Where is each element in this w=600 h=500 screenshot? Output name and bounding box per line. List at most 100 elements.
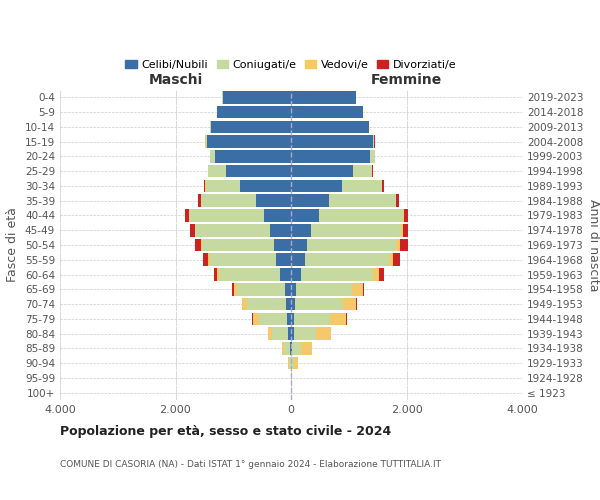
Bar — [291, 268, 301, 281]
Bar — [296, 283, 352, 296]
Bar — [403, 224, 408, 236]
Bar — [253, 312, 259, 325]
Bar — [210, 150, 215, 162]
Bar — [208, 254, 209, 266]
Bar — [404, 209, 408, 222]
Text: COMUNE DI CASORIA (NA) - Dati ISTAT 1° gennaio 2024 - Elaborazione TUTTITALIA.IT: COMUNE DI CASORIA (NA) - Dati ISTAT 1° g… — [60, 460, 441, 469]
Bar — [284, 283, 291, 296]
Bar — [301, 268, 373, 281]
Bar — [242, 298, 247, 310]
Bar — [270, 224, 291, 236]
Bar — [203, 254, 208, 266]
Bar — [284, 342, 290, 354]
Bar — [291, 136, 373, 148]
Bar — [206, 136, 291, 148]
Bar — [194, 238, 201, 252]
Bar — [329, 194, 395, 207]
Bar — [291, 106, 363, 118]
Bar — [272, 328, 289, 340]
Bar — [389, 254, 393, 266]
Bar — [195, 224, 270, 236]
Bar — [291, 194, 329, 207]
Bar — [190, 224, 194, 236]
Bar — [201, 194, 256, 207]
Bar — [202, 238, 274, 252]
Bar — [305, 254, 389, 266]
Bar — [307, 238, 396, 252]
Bar — [289, 357, 290, 370]
Bar — [209, 254, 276, 266]
Bar — [401, 224, 403, 236]
Bar — [382, 180, 384, 192]
Text: Maschi: Maschi — [148, 73, 203, 87]
Bar — [311, 224, 401, 236]
Bar — [268, 328, 272, 340]
Bar — [217, 268, 220, 281]
Bar — [287, 312, 291, 325]
Bar — [276, 254, 291, 266]
Bar — [292, 357, 294, 370]
Bar — [293, 328, 316, 340]
Bar — [291, 254, 305, 266]
Bar — [215, 150, 291, 162]
Bar — [289, 328, 291, 340]
Bar — [240, 180, 291, 192]
Text: Popolazione per età, sesso e stato civile - 2024: Popolazione per età, sesso e stato civil… — [60, 425, 391, 438]
Bar — [294, 312, 330, 325]
Text: Femmine: Femmine — [371, 73, 442, 87]
Bar — [291, 165, 353, 177]
Bar — [291, 180, 342, 192]
Bar — [291, 224, 311, 236]
Bar — [352, 283, 362, 296]
Bar — [291, 150, 370, 162]
Bar — [291, 120, 369, 133]
Bar — [356, 298, 357, 310]
Bar — [234, 283, 237, 296]
Bar — [373, 268, 379, 281]
Bar — [223, 91, 291, 104]
Bar — [232, 283, 234, 296]
Bar — [226, 165, 291, 177]
Bar — [292, 342, 301, 354]
Bar — [396, 194, 398, 207]
Bar — [208, 165, 226, 177]
Bar — [247, 298, 286, 310]
Bar — [198, 194, 200, 207]
Bar — [291, 238, 307, 252]
Bar — [403, 209, 404, 222]
Bar — [220, 268, 280, 281]
Bar — [346, 312, 347, 325]
Bar — [259, 312, 287, 325]
Bar — [343, 298, 356, 310]
Bar — [280, 268, 291, 281]
Bar — [291, 342, 292, 354]
Bar — [396, 238, 400, 252]
Bar — [274, 238, 291, 252]
Bar — [370, 150, 375, 162]
Y-axis label: Anni di nascita: Anni di nascita — [587, 198, 600, 291]
Bar — [290, 342, 291, 354]
Bar — [185, 209, 188, 222]
Bar — [291, 283, 296, 296]
Bar — [400, 238, 407, 252]
Bar — [295, 298, 343, 310]
Bar — [217, 106, 291, 118]
Bar — [282, 342, 284, 354]
Bar — [342, 180, 382, 192]
Bar — [291, 298, 295, 310]
Bar — [330, 312, 346, 325]
Bar — [294, 357, 298, 370]
Bar — [301, 342, 311, 354]
Bar — [291, 209, 319, 222]
Bar — [286, 298, 291, 310]
Bar — [316, 328, 331, 340]
Bar — [201, 238, 202, 252]
Bar — [291, 91, 356, 104]
Bar — [393, 254, 400, 266]
Bar — [353, 165, 372, 177]
Bar — [237, 283, 284, 296]
Bar — [204, 180, 205, 192]
Bar — [189, 209, 264, 222]
Bar — [211, 120, 291, 133]
Bar — [264, 209, 291, 222]
